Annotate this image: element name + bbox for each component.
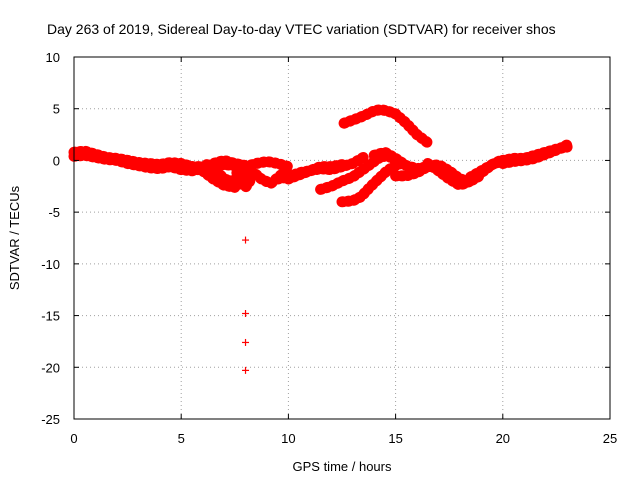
data-series-markers-track-p: [497, 139, 573, 169]
series-layer: [68, 104, 573, 208]
outlier-point: [242, 236, 250, 244]
outlier-point: [242, 310, 250, 318]
y-tick-label: -20: [41, 360, 60, 375]
data-series-markers-track-e: [231, 167, 256, 193]
plot-frame: [73, 56, 611, 420]
x-tick-label: 20: [496, 431, 510, 446]
data-series-markers-track-q: [338, 104, 434, 149]
y-tick-label: 5: [53, 102, 60, 117]
x-tick-label: 10: [281, 431, 295, 446]
data-series-markers-track-i: [282, 151, 369, 185]
y-tick-label: -5: [48, 205, 60, 220]
y-axis-title: SDTVAR / TECUs: [7, 185, 22, 290]
data-series-markers-track-f: [240, 156, 294, 173]
y-tick-label: 0: [53, 153, 60, 168]
y-tick-label: -10: [41, 257, 60, 272]
x-axis-title: GPS time / hours: [293, 459, 392, 474]
outlier-marker-layer: [242, 236, 250, 374]
chart-title: Day 263 of 2019, Sidereal Day-to-day VTE…: [47, 21, 556, 37]
x-tick-label: 0: [70, 431, 77, 446]
y-tick-label: -15: [41, 309, 60, 324]
grid-layer: [74, 57, 610, 419]
tick-layer: 0 5 10 15 20 25 10 5 0 -5 -10 -15 -20 -25: [41, 50, 617, 446]
x-tick-label: 25: [603, 431, 617, 446]
x-tick-label: 15: [388, 431, 402, 446]
y-tick-label: 10: [46, 50, 60, 65]
y-tick-label: -25: [41, 412, 60, 427]
outlier-point: [242, 338, 250, 346]
data-series-markers-track-k: [336, 157, 410, 208]
data-series-markers-track-b: [68, 149, 251, 177]
outlier-point: [242, 366, 250, 374]
x-tick-label: 5: [178, 431, 185, 446]
